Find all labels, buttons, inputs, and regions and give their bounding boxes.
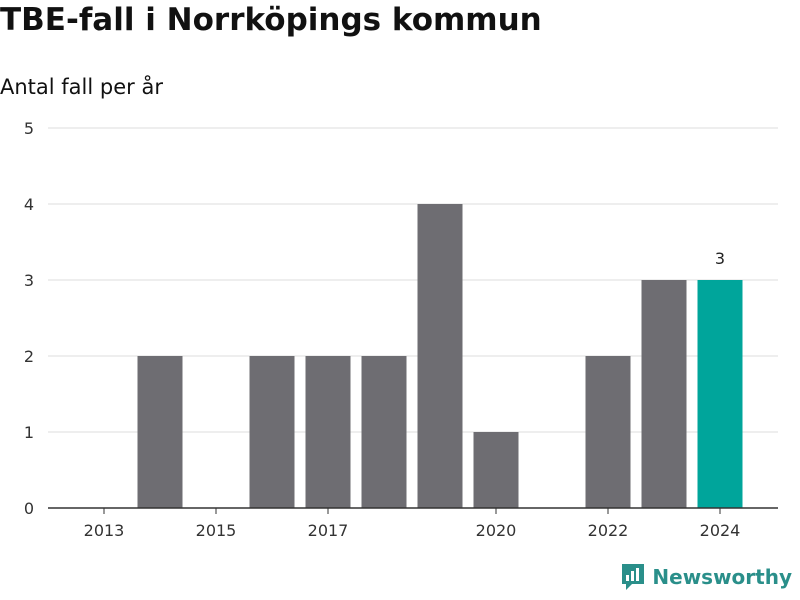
x-tick-label: 2024 [700,521,741,540]
y-tick-label: 3 [24,271,34,290]
y-tick-label: 0 [24,499,34,518]
x-tick-label: 2015 [196,521,237,540]
chart-subtitle: Antal fall per år [0,75,163,99]
bar-2020 [473,432,519,508]
bar-2016 [249,356,295,508]
x-tick-label: 2020 [476,521,517,540]
bar-2022 [585,356,631,508]
x-tick-label: 2017 [308,521,349,540]
x-tick-label: 2022 [588,521,629,540]
bar-2014 [137,356,183,508]
brand-name: Newsworthy [652,565,792,589]
y-tick-label: 4 [24,195,34,214]
data-labels: 3 [715,249,725,268]
brand-logo: Newsworthy [620,562,792,592]
y-tick-label: 1 [24,423,34,442]
bar-2019 [417,204,463,508]
x-axis: 2013 2015 2017 2020 2022 2024 [48,507,778,540]
bars [137,204,743,508]
bar-2024 [697,280,743,508]
newsworthy-logo-icon [622,564,645,590]
bar-2018 [361,356,407,508]
x-tick-label: 2013 [84,521,125,540]
bar-2017 [305,356,351,508]
y-axis-ticks: 0 1 2 3 4 5 [24,119,34,518]
bar-2023 [641,280,687,508]
chart-title: TBE-fall i Norrköpings kommun [0,2,542,38]
y-tick-label: 5 [24,119,34,138]
y-tick-label: 2 [24,347,34,366]
data-label: 3 [715,249,725,268]
